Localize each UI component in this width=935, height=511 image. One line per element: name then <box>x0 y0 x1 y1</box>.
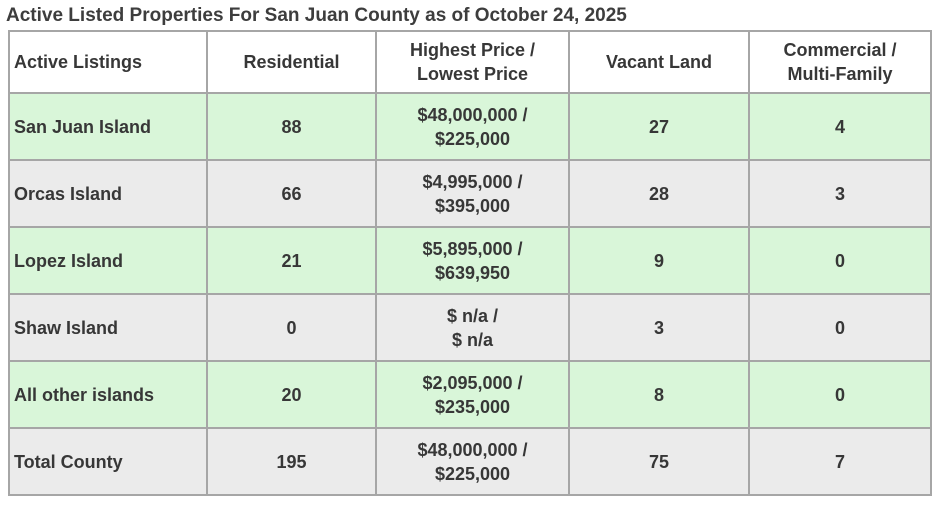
cell-residential: 195 <box>206 427 377 496</box>
cell-vacant-land: 3 <box>568 293 750 362</box>
page-title: Active Listed Properties For San Juan Co… <box>6 5 627 26</box>
table-row-san-juan-island: San Juan Island 88 $48,000,000 / $225,00… <box>8 92 932 161</box>
header-active-listings: Active Listings <box>8 30 208 94</box>
price-line2: $ n/a <box>451 329 494 350</box>
cell-residential: 0 <box>206 293 377 362</box>
price-line2: $235,000 <box>434 396 511 417</box>
cell-commercial: 0 <box>748 226 932 295</box>
cell-residential: 88 <box>206 92 377 161</box>
header-row: Active Listings Residential Highest Pric… <box>8 30 932 94</box>
table-row-lopez-island: Lopez Island 21 $5,895,000 / $639,950 9 … <box>8 226 932 295</box>
cell-commercial: 0 <box>748 360 932 429</box>
cell-commercial: 7 <box>748 427 932 496</box>
cell-residential: 66 <box>206 159 377 228</box>
header-commercial-multifamily: Commercial / Multi-Family <box>748 30 932 94</box>
price-line1: $ n/a / <box>446 305 499 326</box>
cell-price-range: $2,095,000 / $235,000 <box>375 360 570 429</box>
price-line1: $48,000,000 / <box>417 439 528 460</box>
cell-price-range: $48,000,000 / $225,000 <box>375 92 570 161</box>
cell-vacant-land: 27 <box>568 92 750 161</box>
cell-price-range: $ n/a / $ n/a <box>375 293 570 362</box>
table-row-total-county: Total County 195 $48,000,000 / $225,000 … <box>8 427 932 496</box>
cell-island-name: Lopez Island <box>8 226 208 295</box>
table-row-all-other-islands: All other islands 20 $2,095,000 / $235,0… <box>8 360 932 429</box>
price-line1: $4,995,000 / <box>422 171 523 192</box>
cell-vacant-land: 75 <box>568 427 750 496</box>
cell-price-range: $5,895,000 / $639,950 <box>375 226 570 295</box>
header-price-range: Highest Price / Lowest Price <box>375 30 570 94</box>
cell-commercial: 0 <box>748 293 932 362</box>
active-listings-table: Active Listings Residential Highest Pric… <box>8 30 932 496</box>
header-commercial-line2: Multi-Family <box>787 64 893 84</box>
cell-island-name: San Juan Island <box>8 92 208 161</box>
price-line2: $225,000 <box>434 463 511 484</box>
price-line2: $639,950 <box>434 262 511 283</box>
cell-vacant-land: 28 <box>568 159 750 228</box>
cell-vacant-land: 9 <box>568 226 750 295</box>
table-row-shaw-island: Shaw Island 0 $ n/a / $ n/a 3 0 <box>8 293 932 362</box>
cell-price-range: $48,000,000 / $225,000 <box>375 427 570 496</box>
price-line2: $225,000 <box>434 128 511 149</box>
cell-island-name: Shaw Island <box>8 293 208 362</box>
header-commercial-line1: Commercial / <box>783 40 897 60</box>
header-residential: Residential <box>206 30 377 94</box>
table-row-orcas-island: Orcas Island 66 $4,995,000 / $395,000 28… <box>8 159 932 228</box>
cell-residential: 20 <box>206 360 377 429</box>
price-line1: $5,895,000 / <box>422 238 523 259</box>
price-line1: $48,000,000 / <box>417 104 528 125</box>
cell-vacant-land: 8 <box>568 360 750 429</box>
cell-commercial: 3 <box>748 159 932 228</box>
cell-commercial: 4 <box>748 92 932 161</box>
header-price-line2: Lowest Price <box>416 64 529 84</box>
header-price-line1: Highest Price / <box>409 40 536 60</box>
cell-residential: 21 <box>206 226 377 295</box>
price-line1: $2,095,000 / <box>422 372 523 393</box>
cell-island-name: Total County <box>8 427 208 496</box>
cell-island-name: All other islands <box>8 360 208 429</box>
cell-island-name: Orcas Island <box>8 159 208 228</box>
header-vacant-land: Vacant Land <box>568 30 750 94</box>
price-line2: $395,000 <box>434 195 511 216</box>
cell-price-range: $4,995,000 / $395,000 <box>375 159 570 228</box>
